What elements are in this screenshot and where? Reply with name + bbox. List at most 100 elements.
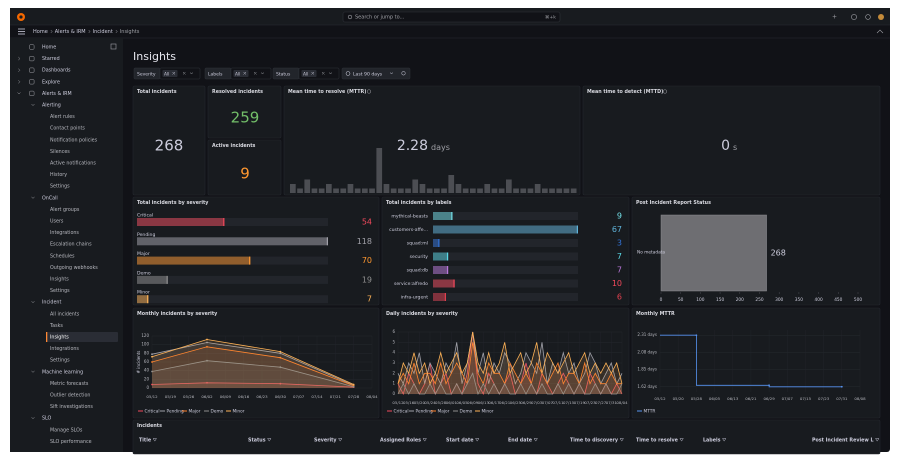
column-header[interactable]: End date	[508, 438, 533, 444]
legend-label[interactable]: Pending	[416, 409, 433, 415]
nav-chevron[interactable]	[18, 56, 21, 61]
nav-item[interactable]: SLO performance	[50, 439, 92, 445]
nav-chevron[interactable]	[18, 80, 21, 84]
nav-item[interactable]: OnCall	[42, 195, 58, 201]
breadcrumb-item[interactable]: Incident	[93, 29, 113, 35]
add-icon[interactable]: +	[832, 14, 837, 21]
nav-item[interactable]: Escalation chains	[50, 242, 92, 248]
filter-icon[interactable]	[619, 438, 624, 442]
series-line	[151, 382, 354, 388]
nav-item[interactable]: All incidents	[50, 311, 80, 317]
column-header[interactable]: Status	[248, 438, 266, 444]
dropdown-icon[interactable]	[328, 72, 333, 75]
avatar[interactable]	[878, 14, 884, 20]
nav-item[interactable]: Settings	[50, 288, 70, 294]
legend-label[interactable]: MTTR	[644, 409, 656, 415]
column-header[interactable]: Title	[139, 438, 152, 444]
collapse-icon[interactable]	[876, 29, 884, 34]
nav-item[interactable]: Alerts & IRM	[42, 91, 72, 97]
column-header[interactable]: Assigned Roles	[380, 438, 421, 444]
nav-item[interactable]: Alert groups	[50, 207, 80, 213]
filter-icon[interactable]	[267, 438, 272, 442]
nav-item[interactable]: Explore	[42, 79, 60, 85]
breadcrumb-item[interactable]: Home	[33, 29, 48, 35]
nav-item[interactable]: Silences	[50, 149, 70, 155]
filter-icon[interactable]	[475, 438, 480, 442]
legend-label[interactable]: Major	[438, 409, 450, 415]
help-icon[interactable]	[851, 14, 857, 20]
filter-icon[interactable]	[533, 438, 538, 442]
nav-item[interactable]: Active notifications	[50, 161, 96, 167]
filter-icon[interactable]	[875, 438, 880, 442]
news-icon[interactable]	[865, 14, 871, 20]
legend-label[interactable]: Demo	[211, 409, 224, 415]
nav-item[interactable]: Home	[42, 45, 56, 51]
legend-label[interactable]: Minor	[482, 409, 494, 415]
nav-item[interactable]: Schedules	[50, 253, 75, 259]
nav-item[interactable]: Settings	[50, 358, 70, 364]
column-header[interactable]: Post Incident Review L	[812, 438, 874, 444]
column-header[interactable]: Severity	[314, 438, 337, 444]
nav-item[interactable]: Integrations	[50, 346, 79, 352]
filter-icon[interactable]	[152, 438, 157, 442]
nav-item[interactable]: Settings	[50, 184, 70, 190]
filter-icon[interactable]	[338, 438, 343, 442]
chip-remove[interactable]	[311, 71, 315, 75]
nav-item[interactable]: Users	[50, 219, 64, 225]
time-picker[interactable]	[341, 67, 411, 80]
nav-item[interactable]: Notification policies	[50, 137, 98, 143]
nav-chevron[interactable]	[31, 370, 35, 373]
nav-item[interactable]: Metric forecasts	[50, 381, 89, 387]
filter-icon[interactable]	[722, 438, 727, 442]
nav-item[interactable]: Incident	[42, 300, 61, 306]
nav-item[interactable]: Machine learning	[42, 369, 83, 375]
dock-icon[interactable]	[110, 43, 117, 50]
nav-item[interactable]: Insights	[50, 335, 69, 341]
breadcrumb-item[interactable]: Alerts & IRM	[55, 29, 86, 35]
nav-chevron[interactable]	[31, 301, 35, 304]
nav-item[interactable]: Outgoing webhooks	[50, 265, 98, 271]
clear-icon[interactable]	[253, 71, 257, 75]
nav-item[interactable]: Contact points	[50, 126, 85, 132]
nav-item[interactable]: History	[50, 172, 67, 178]
nav-chevron[interactable]	[18, 68, 21, 72]
nav-chevron[interactable]	[31, 417, 35, 420]
filter-icon[interactable]	[422, 438, 427, 442]
legend-label[interactable]: Major	[189, 409, 201, 415]
nav-item[interactable]: Starred	[42, 56, 60, 62]
search-box[interactable]	[342, 11, 561, 23]
dropdown-icon[interactable]	[389, 72, 394, 75]
filter-icon[interactable]	[679, 438, 684, 442]
nav-chevron[interactable]	[31, 196, 35, 199]
dropdown-icon[interactable]	[260, 72, 265, 75]
column-header[interactable]: Start date	[446, 438, 474, 444]
zoom-icon[interactable]	[401, 71, 406, 76]
menu-icon[interactable]	[18, 28, 25, 35]
column-header[interactable]: Labels	[703, 438, 721, 444]
nav-item[interactable]: Outlier detection	[50, 393, 90, 399]
nav-item[interactable]: Dashboards	[42, 68, 71, 74]
column-header[interactable]: Time to discovery	[570, 438, 619, 444]
dropdown-icon[interactable]	[189, 72, 194, 75]
chip-remove[interactable]	[172, 71, 176, 75]
nav-item[interactable]: Sift investigations	[50, 404, 93, 410]
nav-chevron[interactable]	[31, 103, 35, 106]
nav-item[interactable]: SLO	[42, 416, 52, 422]
legend-label[interactable]: Critical	[145, 409, 160, 415]
legend-label[interactable]: Minor	[233, 409, 245, 415]
column-header[interactable]: Time to resolve	[636, 438, 679, 444]
nav-item[interactable]: Alert rules	[50, 114, 75, 120]
x-tick-label: 07/23	[584, 400, 596, 405]
nav-chevron[interactable]	[17, 92, 21, 95]
nav-item[interactable]: Integrations	[50, 230, 79, 236]
legend-label[interactable]: Critical	[394, 409, 409, 415]
nav-item[interactable]: Alerting	[42, 103, 61, 109]
clear-icon[interactable]	[182, 71, 186, 75]
nav-item[interactable]: Insights	[50, 277, 69, 283]
legend-label[interactable]: Demo	[460, 409, 473, 415]
nav-item[interactable]: Manage SLOs	[50, 427, 83, 433]
nav-item[interactable]: Tasks	[49, 323, 63, 329]
legend-label[interactable]: Pending	[167, 409, 184, 415]
chip-remove[interactable]	[243, 71, 247, 75]
clear-icon[interactable]	[321, 71, 325, 75]
